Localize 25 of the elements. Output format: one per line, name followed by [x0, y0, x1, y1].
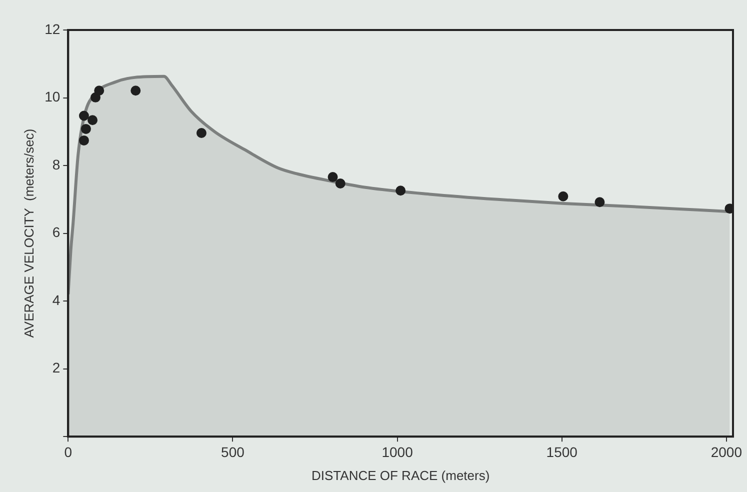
point	[78, 110, 89, 121]
x-axis-title: DISTANCE OF RACE (meters)	[312, 468, 490, 483]
point	[88, 115, 98, 126]
y-axis-title: AVERAGE VELOCITY (meters/sec)	[21, 128, 36, 338]
x-tick-label: 1500	[546, 444, 578, 460]
point	[558, 191, 568, 202]
y-tick-label: 12	[44, 20, 60, 37]
x-tick-label: 2000	[710, 444, 742, 460]
y-tick-label: 4	[52, 292, 60, 308]
y-tick-label: 2	[52, 360, 60, 376]
y-tick-label: 10	[44, 88, 60, 105]
point	[396, 186, 406, 196]
point	[594, 197, 605, 208]
point	[335, 178, 346, 188]
point	[130, 86, 141, 96]
x-tick-label: 0	[64, 444, 72, 460]
point	[80, 124, 91, 134]
point	[196, 128, 206, 138]
point	[94, 86, 104, 96]
x-tick-label: 500	[221, 444, 245, 460]
y-tick-label: 8	[52, 156, 60, 172]
point	[78, 135, 89, 146]
point	[328, 172, 338, 182]
y-tick-label: 6	[52, 224, 60, 240]
x-tick-label: 1000	[382, 444, 414, 460]
